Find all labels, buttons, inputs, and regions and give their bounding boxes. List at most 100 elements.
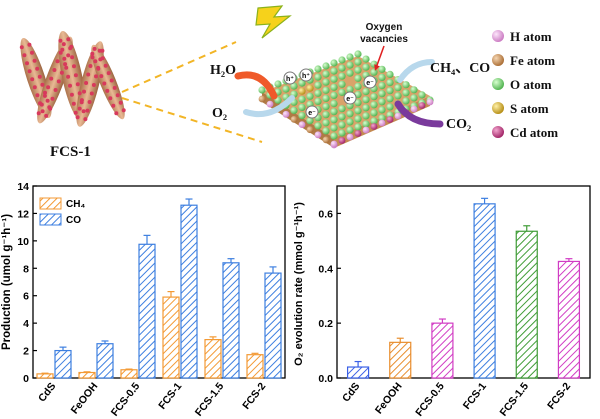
y-tick-label-2-1: 0.2	[318, 318, 333, 330]
legend-swatch-co	[39, 213, 62, 226]
slab-atom-41	[298, 95, 306, 103]
slab-atom-91	[330, 116, 338, 124]
bar-1-1-1	[96, 343, 114, 379]
slab-edge-atom-143	[370, 123, 378, 130]
y-tick-label-1-5: 10	[17, 236, 29, 248]
rod-dot-38	[60, 47, 65, 52]
slab-atom-7	[314, 65, 322, 73]
legend-atom-swatch-3	[492, 102, 504, 114]
slab-atom-98	[386, 95, 394, 103]
bar-1-0-0	[36, 373, 54, 379]
bar-2-0-5	[557, 260, 581, 379]
slab-atom-113	[410, 94, 418, 102]
bar-1-1-4	[222, 262, 240, 379]
slab-atom-29	[298, 87, 306, 95]
rod-dot-69	[85, 108, 90, 113]
rod-dot-75	[100, 56, 105, 61]
production-legend: CH₄ CO	[39, 197, 85, 226]
slab-atom-99	[394, 92, 402, 100]
rod-dot-72	[90, 51, 95, 56]
y-tick-label-1-4: 8	[23, 263, 29, 275]
slab-atom-121	[378, 114, 386, 122]
bar-2-0-0	[346, 366, 370, 379]
rod-dot-58	[88, 64, 93, 68]
slab-edge-atom-136	[322, 136, 330, 144]
rod-dot-87	[118, 100, 123, 105]
slab-atom-30	[306, 84, 314, 92]
slab-atom-80	[338, 105, 346, 113]
slab-atom-49	[370, 68, 378, 76]
bar-2-0-2	[431, 322, 454, 379]
rod-dot-6	[27, 69, 32, 74]
slab-edge-atom-139	[338, 137, 346, 144]
rod-dot-64	[82, 89, 86, 94]
rod-dot-16	[40, 109, 45, 114]
slab-atom-117	[346, 126, 354, 134]
slab-atom-23	[346, 61, 354, 69]
rod-dot-7	[35, 66, 40, 71]
slab-atom-43	[314, 89, 322, 97]
slab-atom-44	[322, 86, 330, 94]
catalyst-label: FCS-1	[50, 144, 91, 160]
x-label-1-2: FCS-0.5	[109, 380, 143, 418]
bar-2-0-3	[473, 203, 496, 379]
slab-atom-118	[354, 123, 362, 131]
slab-atom-73	[378, 82, 386, 90]
bar-1-0-3	[162, 296, 180, 379]
rod-dot-66	[79, 98, 84, 103]
rod-dot-5	[32, 58, 37, 63]
rod-dot-49	[77, 91, 82, 96]
rod-dot-84	[108, 96, 113, 101]
slab-edge-atom-135	[314, 131, 322, 139]
slab-atom-58	[346, 85, 354, 93]
slab-edge-atom-131	[282, 110, 290, 118]
legend-atom-swatch-1	[492, 54, 504, 66]
slab-atom-63	[386, 70, 394, 78]
slab-atom-90	[322, 119, 330, 127]
o2-y-ticks: 0.0 0.2 0.4 0.6	[318, 208, 341, 385]
rod-dot-63	[91, 83, 96, 87]
legend-label-ch4: CH₄	[66, 199, 85, 210]
production-bars	[36, 198, 282, 379]
slab-atom-114	[418, 91, 426, 99]
slab-edge-atom-148	[410, 105, 418, 113]
rod-dot-21	[66, 53, 71, 58]
slab-atom-57	[338, 88, 346, 96]
legend-atom-label-4: Cd atom	[510, 125, 558, 140]
legend-atom-label-2: O atom	[510, 77, 552, 92]
slab-edge-atom-133	[298, 121, 306, 128]
x-label-1-0: CdS	[36, 380, 58, 404]
charge-carriers: h⁺ h⁺ e⁻ e⁻ e⁻	[283, 68, 377, 119]
rod-dot-11	[40, 82, 45, 87]
rod-dot-8	[30, 77, 35, 82]
hole-2-label: h⁺	[302, 72, 310, 80]
slab-atom-100	[402, 89, 410, 97]
vacancy-pointer-arrow	[374, 45, 385, 71]
slab-edge-atom-134	[306, 126, 314, 134]
rod-dot-74	[93, 59, 98, 64]
slab-atom-22	[338, 64, 346, 72]
rod-dot-73	[97, 48, 102, 53]
slab-edge-atom-145	[386, 116, 394, 123]
slab-atom-54	[314, 97, 322, 105]
vacancy-label-line2: vacancies	[360, 34, 408, 45]
slab-atom-46	[338, 80, 346, 88]
rod-dot-42	[64, 65, 69, 70]
slab-atom-47	[354, 74, 362, 82]
slab-edge-atom-128	[258, 95, 266, 103]
production-plot-frame	[32, 185, 286, 379]
rod-5	[91, 44, 125, 120]
rod-dot-0	[19, 45, 24, 50]
rod-dot-40	[62, 56, 67, 61]
slab-atom-104	[338, 121, 346, 129]
slab-atom-84	[370, 93, 378, 101]
rod-dot-81	[109, 78, 114, 83]
bar-1-0-1	[78, 371, 96, 379]
slab-atom-9	[330, 59, 338, 67]
slab-atom-89	[314, 122, 322, 130]
slab-atom-96	[370, 101, 378, 109]
electron-3	[305, 105, 319, 119]
y-tick-label-1-2: 4	[23, 318, 29, 330]
slab-atom-31	[314, 81, 322, 89]
